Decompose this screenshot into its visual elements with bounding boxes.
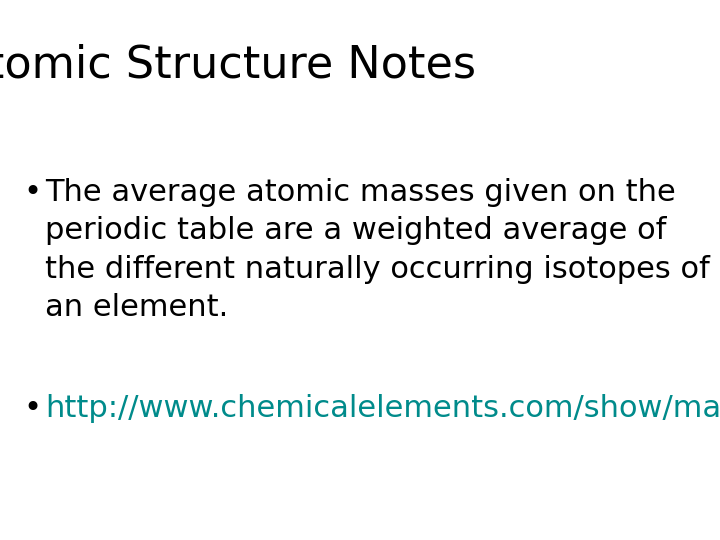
Text: •: • <box>24 178 42 207</box>
Text: http://www.chemicalelements.com/show/mass.html: http://www.chemicalelements.com/show/mas… <box>45 394 720 423</box>
Text: •: • <box>24 394 42 423</box>
Text: The average atomic masses given on the
periodic table are a weighted average of
: The average atomic masses given on the p… <box>45 178 710 322</box>
Text: Atomic Structure Notes: Atomic Structure Notes <box>0 43 476 86</box>
